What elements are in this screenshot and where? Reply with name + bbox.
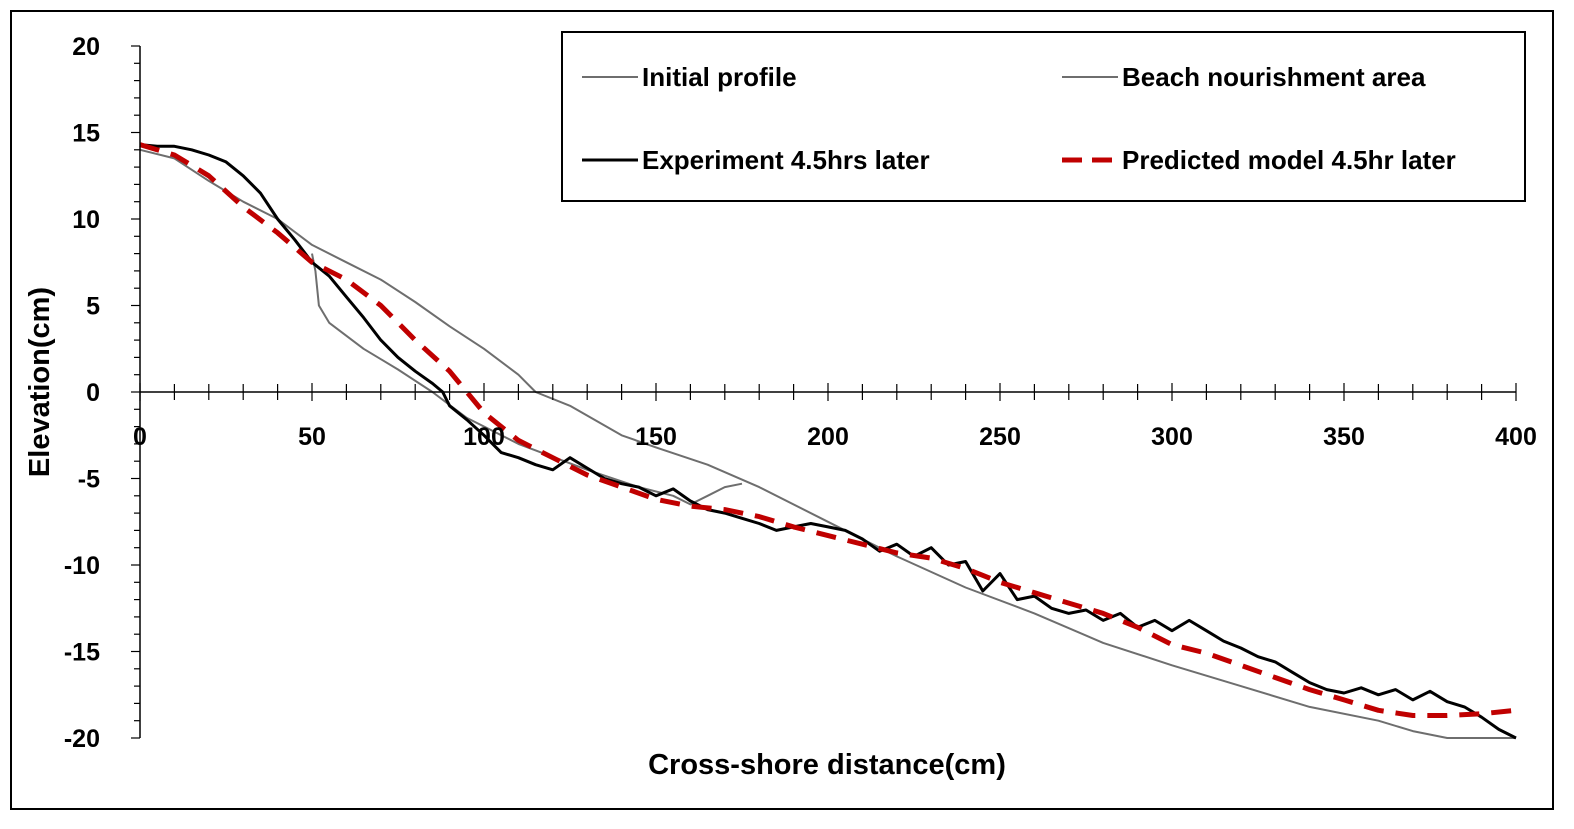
y-axis-title: Elevation(cm)	[24, 287, 56, 477]
legend: Initial profile Beach nourishment area Exp…	[561, 31, 1526, 202]
series-line-3	[139, 143, 1517, 740]
y-tick-label: -5	[78, 466, 100, 494]
legend-label-4: Predicted model 4.5hr later	[1122, 145, 1456, 175]
y-tick-label: 0	[86, 379, 100, 407]
x-tick-label: 200	[807, 423, 849, 451]
y-tick-label: -15	[64, 639, 100, 667]
x-tick-label: 350	[1323, 423, 1365, 451]
x-tick-label: 150	[635, 423, 677, 451]
x-tick-label: 0	[133, 423, 147, 451]
legend-label-1: Initial profile	[642, 62, 797, 92]
x-tick-label: 100	[463, 423, 505, 451]
x-tick-label: 250	[979, 423, 1021, 451]
series-line-4	[139, 142, 1517, 718]
x-tick-label: 300	[1151, 423, 1193, 451]
series-line-1	[139, 148, 1516, 739]
x-tick-label: 400	[1495, 423, 1537, 451]
y-tick-label: -10	[64, 552, 100, 580]
legend-label-3: Experiment 4.5hrs later	[642, 145, 930, 175]
chart-frame: 20 15 10 5 0 -5 -10 -15 -20 0 50 100 150 200 250 300 350…	[10, 10, 1554, 810]
series-line-2	[311, 253, 743, 506]
y-tick-label: 5	[86, 293, 100, 321]
y-tick-label: 10	[72, 206, 100, 234]
y-tick-label: -20	[64, 725, 100, 753]
y-tick-label: 20	[72, 33, 100, 61]
y-tick-label: 15	[72, 120, 100, 148]
x-tick-label: 50	[298, 423, 326, 451]
legend-label-2: Beach nourishment area	[1122, 62, 1426, 92]
legend-box	[561, 31, 1526, 202]
plot-lines	[139, 142, 1517, 740]
x-axis-title: Cross-shore distance(cm)	[648, 749, 1006, 781]
axes	[131, 45, 1517, 739]
